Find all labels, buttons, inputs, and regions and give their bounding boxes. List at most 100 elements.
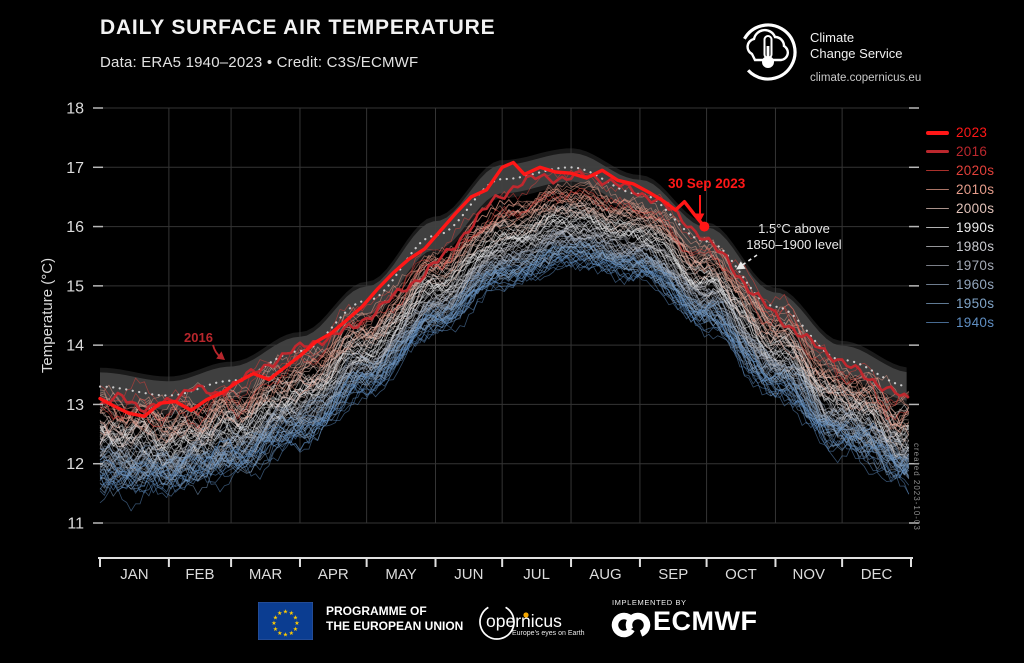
legend-swatch-2016 (926, 150, 949, 153)
eu-programme-label: PROGRAMME OF THE EUROPEAN UNION (326, 604, 463, 634)
eu-flag-star: ★ (277, 610, 282, 617)
svg-text:OCT: OCT (725, 566, 757, 583)
svg-text:JUN: JUN (454, 566, 483, 583)
line-2023 (98, 160, 707, 418)
legend-label-1960s: 1960s (956, 277, 995, 292)
legend-label-2016: 2016 (956, 144, 988, 159)
page-title: DAILY SURFACE AIR TEMPERATURE (100, 16, 496, 39)
brand-url: climate.copernicus.eu (810, 72, 922, 84)
svg-text:11: 11 (67, 516, 84, 533)
eu-flag-star: ★ (289, 630, 294, 637)
legend-item-2000s: 2000s (926, 199, 994, 218)
legend-swatch-2023 (926, 130, 949, 135)
ecmwf-wordmark: ECMWF (653, 606, 758, 636)
y-axis-ticks (93, 107, 919, 524)
eu-flag-star: ★ (283, 632, 288, 639)
legend-swatch-1940s (926, 322, 949, 323)
svg-text:MAY: MAY (385, 566, 416, 583)
page-subtitle: Data: ERA5 1940–2023 • Credit: C3S/ECMWF (100, 54, 419, 71)
legend-label-1990s: 1990s (956, 220, 995, 235)
legend-label-2000s: 2000s (956, 201, 995, 216)
legend-swatch-1980s (926, 246, 949, 247)
line-2023-endpoint-dot (699, 221, 710, 232)
legend-label-1950s: 1950s (956, 296, 995, 311)
svg-text:14: 14 (66, 338, 84, 355)
brand-name-line1: Climate (810, 30, 855, 45)
copernicus-logo-icon (479, 604, 529, 640)
legend-swatch-2010s (926, 189, 949, 190)
legend-item-1990s: 1990s (926, 218, 994, 237)
eu-programme-line2: THE EUROPEAN UNION (326, 619, 464, 633)
brand-name: Climate Change Service (810, 30, 903, 62)
annotation-arrows (212, 195, 758, 360)
annotation-1p5-line2: 1850–1900 level (746, 237, 842, 252)
legend-item-1960s: 1960s (926, 275, 994, 294)
eu-programme-line1: PROGRAMME OF (326, 604, 427, 618)
copernicus-wordmark: opernicus (486, 611, 562, 631)
svg-text:NOV: NOV (793, 566, 826, 583)
svg-text:18: 18 (66, 101, 84, 118)
svg-text:17: 17 (66, 160, 84, 177)
svg-text:13: 13 (66, 397, 84, 414)
eu-flag-star: ★ (293, 626, 298, 633)
legend-swatch-2000s (926, 208, 949, 209)
legend-item-2020s: 2020s (926, 161, 994, 180)
eu-flag-star: ★ (277, 630, 282, 637)
legend-swatch-1950s (926, 303, 949, 304)
eu-flag-star: ★ (273, 626, 278, 633)
legend-swatch-2020s (926, 170, 949, 171)
ecmwf-logo-icon (611, 612, 651, 638)
svg-text:15: 15 (66, 278, 84, 295)
legend-item-1980s: 1980s (926, 237, 994, 256)
svg-text:APR: APR (318, 566, 349, 583)
legend-label-1940s: 1940s (956, 315, 995, 330)
x-axis (98, 557, 913, 567)
svg-text:JUL: JUL (523, 566, 550, 583)
y-axis-title: Temperature (°C) (39, 258, 56, 373)
y-axis-labels: 11 12 13 14 15 16 17 18 (66, 101, 84, 533)
legend-item-2010s: 2010s (926, 180, 994, 199)
svg-text:JAN: JAN (120, 566, 148, 583)
svg-text:DEC: DEC (861, 566, 893, 583)
legend-item-2016: 2016 (926, 142, 994, 161)
svg-text:AUG: AUG (589, 566, 622, 583)
annotation-1p5-line1: 1.5°C above (758, 221, 830, 236)
svg-text:MAR: MAR (249, 566, 283, 583)
brand-name-line2: Change Service (810, 46, 903, 61)
eu-flag-star: ★ (271, 620, 276, 627)
legend-label-2023: 2023 (956, 125, 988, 140)
svg-text:FEB: FEB (185, 566, 214, 583)
legend-item-1970s: 1970s (926, 256, 994, 275)
svg-text:SEP: SEP (658, 566, 688, 583)
eu-flag-star: ★ (273, 614, 278, 621)
chart-legend: 2023 2016 2020s 2010s 2000s 1990s 1980s 1970s 19… (926, 123, 994, 332)
eu-flag: ★ ★★★★★★★★★★★ (258, 602, 313, 640)
decade-year-lines (99, 168, 910, 512)
annotation-30-sep-2023: 30 Sep 2023 (668, 176, 746, 191)
legend-label-2010s: 2010s (956, 182, 995, 197)
legend-item-1950s: 1950s (926, 294, 994, 313)
legend-swatch-1990s (926, 227, 949, 228)
annotation-1p5-level: 1.5°C above 1850–1900 level (729, 221, 859, 253)
climate-change-service-icon (739, 23, 797, 81)
legend-item-1940s: 1940s (926, 313, 994, 332)
legend-swatch-1960s (926, 284, 949, 285)
legend-swatch-1970s (926, 265, 949, 266)
creation-date-watermark: created 2023-10-03 (912, 443, 921, 531)
eu-flag-star: ★ (294, 620, 299, 627)
eu-flag-star: ★ (283, 609, 288, 616)
legend-label-2020s: 2020s (956, 163, 995, 178)
svg-text:16: 16 (66, 219, 84, 236)
legend-label-1980s: 1980s (956, 239, 995, 254)
copernicus-tagline: Europe's eyes on Earth (512, 630, 585, 637)
eu-flag-star: ★ (293, 614, 298, 621)
eu-flag-star: ★ (289, 610, 294, 617)
x-axis-labels: JAN FEB MAR APR MAY JUN JUL AUG SEP OCT NOV DEC (120, 566, 892, 583)
legend-label-1970s: 1970s (956, 258, 995, 273)
implemented-by-label: IMPLEMENTED BY (612, 598, 687, 607)
svg-text:12: 12 (66, 456, 84, 473)
legend-item-2023: 2023 (926, 123, 994, 142)
annotation-2016: 2016 (184, 330, 213, 345)
